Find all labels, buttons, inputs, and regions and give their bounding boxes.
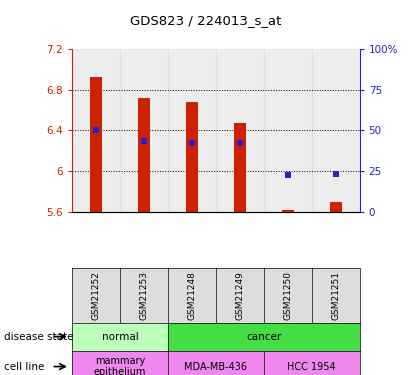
Text: mammary
epithelium: mammary epithelium <box>94 356 146 375</box>
Text: normal: normal <box>102 332 138 342</box>
Text: HCC 1954: HCC 1954 <box>287 362 336 372</box>
Text: GSM21248: GSM21248 <box>187 271 196 320</box>
Bar <box>234 123 246 212</box>
Text: GSM21253: GSM21253 <box>139 271 148 320</box>
Bar <box>90 77 102 212</box>
Bar <box>120 49 168 212</box>
Bar <box>282 210 294 212</box>
Text: disease state: disease state <box>4 332 74 342</box>
Bar <box>168 49 216 212</box>
Bar <box>186 102 198 212</box>
Bar <box>216 49 264 212</box>
Text: GDS823 / 224013_s_at: GDS823 / 224013_s_at <box>130 14 281 27</box>
Text: GSM21251: GSM21251 <box>331 271 340 320</box>
Text: GSM21249: GSM21249 <box>235 271 244 320</box>
Text: MDA-MB-436: MDA-MB-436 <box>184 362 247 372</box>
Bar <box>264 49 312 212</box>
Text: cancer: cancer <box>246 332 282 342</box>
Text: GSM21252: GSM21252 <box>91 271 100 320</box>
Bar <box>72 49 120 212</box>
Bar <box>138 98 150 212</box>
Bar <box>330 202 342 212</box>
Text: GSM21250: GSM21250 <box>283 271 292 320</box>
Text: cell line: cell line <box>4 362 44 372</box>
Bar <box>312 49 360 212</box>
